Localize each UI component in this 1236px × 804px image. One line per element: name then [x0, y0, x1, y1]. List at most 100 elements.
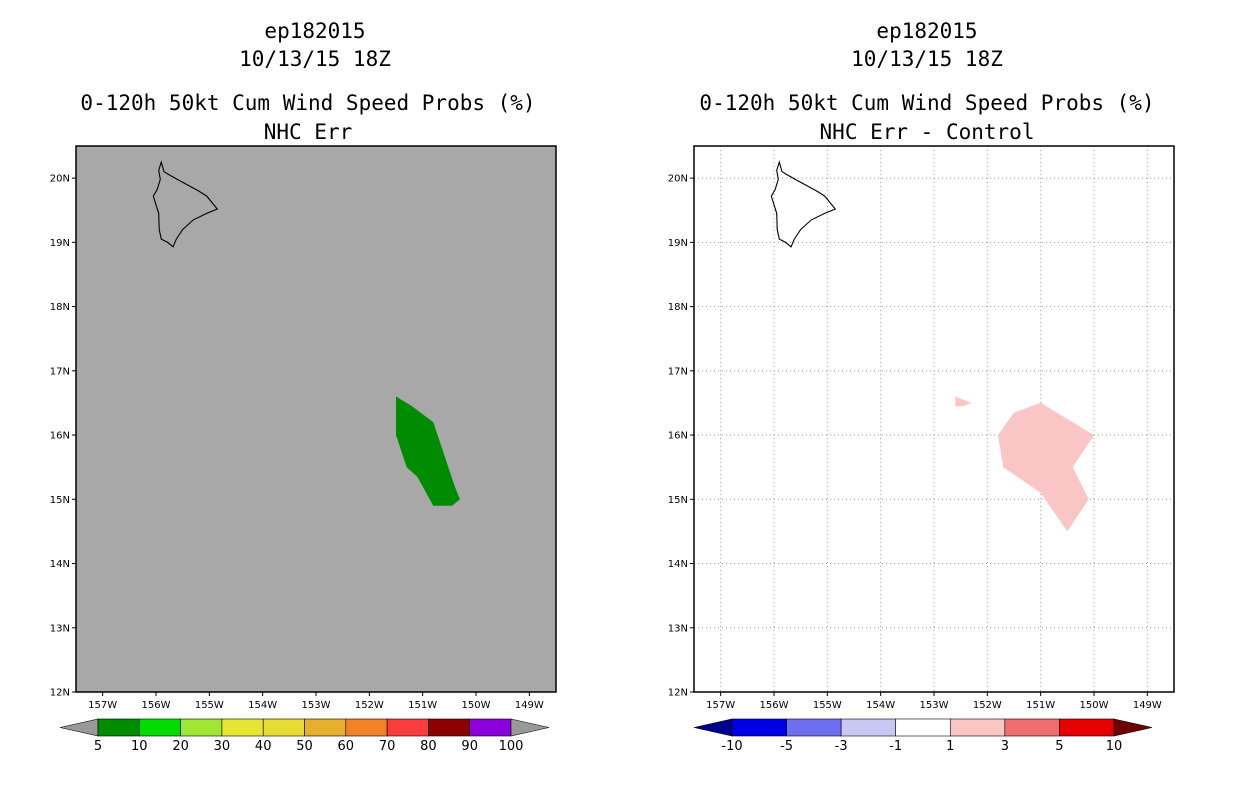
y-tick-label: 13N — [50, 623, 70, 634]
colorbar-swatch — [1059, 718, 1115, 737]
panel-right-title-line2: 10/13/15 18Z — [851, 47, 1003, 71]
colorbar-label: -5 — [780, 739, 793, 754]
probability-region — [955, 396, 972, 407]
y-tick-label: 13N — [668, 623, 688, 634]
colorbar-label: 30 — [214, 739, 231, 754]
colorbar-label: 3 — [1001, 739, 1009, 754]
colorbar-label: 10 — [1106, 739, 1123, 754]
colorbar-arrow-right — [510, 718, 550, 737]
coastline-big-island-right — [770, 160, 837, 248]
colorbar-arrow-left — [59, 718, 99, 737]
x-tick-label: 149W — [1133, 700, 1162, 711]
y-tick-label: 18N — [50, 302, 70, 313]
x-tick-label: 155W — [195, 700, 224, 711]
colorbar-swatch — [139, 718, 181, 737]
colorbar-swatch — [895, 718, 951, 737]
colorbar-swatch — [469, 718, 512, 737]
y-tick-label: 16N — [50, 431, 70, 442]
x-tick-label: 152W — [973, 700, 1002, 711]
filled-regions-right — [955, 396, 1094, 532]
colorbar-arrow-right — [1113, 718, 1153, 737]
x-tick-label: 150W — [1080, 700, 1109, 711]
colorbar-swatch — [97, 718, 140, 737]
panel-left-title-line1: ep182015 — [264, 19, 365, 43]
x-tick-label: 153W — [920, 700, 949, 711]
probability-region — [396, 396, 460, 506]
colorbar-swatch — [731, 718, 787, 737]
colorbar-swatch — [1004, 718, 1060, 737]
colorbar-label: 70 — [379, 739, 396, 754]
colorbar-label: 5 — [94, 739, 102, 754]
y-tick-label: 12N — [50, 688, 70, 699]
colorbar-swatch — [221, 718, 264, 737]
x-tick-label: 155W — [813, 700, 842, 711]
panel-right-title-line4: NHC Err - Control — [820, 120, 1035, 144]
panel-left-title-line4: NHC Err — [264, 120, 353, 144]
panel-left-title-line2: 10/13/15 18Z — [239, 47, 391, 71]
x-tick-label: 150W — [462, 700, 491, 711]
y-tick-label: 19N — [668, 238, 688, 249]
y-tick-label: 12N — [668, 688, 688, 699]
colorbar-label: 100 — [499, 739, 524, 754]
x-tick-label: 151W — [408, 700, 437, 711]
colorbar-swatch — [786, 718, 842, 737]
filled-regions-left — [396, 396, 460, 506]
coastline-big-island-left — [152, 160, 219, 248]
x-tick-label: 153W — [302, 700, 331, 711]
x-axis-right: 157W 156W 155W 154W 153W 152W 151W 150W 149W — [706, 692, 1162, 711]
panel-left-title-line3: 0-120h 50kt Cum Wind Speed Probs (%) — [80, 91, 535, 115]
x-tick-label: 154W — [248, 700, 277, 711]
colorbar-label: -10 — [721, 739, 742, 754]
colorbar-left: 5 10 20 30 40 50 60 70 80 90 100 — [59, 718, 550, 754]
x-tick-label: 152W — [355, 700, 384, 711]
y-tick-label: 16N — [668, 431, 688, 442]
colorbar-swatch — [428, 718, 470, 737]
colorbar-swatch — [345, 718, 388, 737]
y-tick-label: 15N — [668, 495, 688, 506]
colorbar-label: 5 — [1055, 739, 1063, 754]
colorbar-label: 1 — [946, 739, 954, 754]
colorbar-label: 60 — [338, 739, 355, 754]
colorbar-label: 10 — [131, 739, 148, 754]
colorbar-swatch — [840, 718, 897, 737]
y-axis-right: 12N 13N 14N 15N 16N 17N 18N 19N 20N — [668, 174, 694, 699]
y-tick-label: 17N — [50, 366, 70, 377]
colorbar-right: -10 -5 -3 -1 1 3 5 10 — [693, 718, 1153, 754]
colorbar-label: 90 — [461, 739, 478, 754]
y-tick-label: 18N — [668, 302, 688, 313]
y-axis-left: 12N 13N 14N 15N 16N 17N 18N 19N 20N — [50, 174, 76, 699]
probability-region — [998, 402, 1094, 532]
colorbar-arrow-left — [693, 718, 733, 737]
x-tick-label: 157W — [88, 700, 117, 711]
colorbar-label: 50 — [296, 739, 313, 754]
y-tick-label: 20N — [50, 174, 70, 185]
colorbar-swatch — [949, 718, 1006, 737]
colorbar-label: -3 — [835, 739, 848, 754]
colorbar-swatch — [304, 718, 347, 737]
y-tick-label: 17N — [668, 366, 688, 377]
y-tick-label: 14N — [668, 559, 688, 570]
colorbar-label: 40 — [255, 739, 272, 754]
panel-right-title-line1: ep182015 — [876, 19, 977, 43]
colorbar-swatch — [262, 718, 305, 737]
x-tick-label: 154W — [866, 700, 895, 711]
colorbar-label: -1 — [889, 739, 902, 754]
y-tick-label: 20N — [668, 174, 688, 185]
colorbar-swatch — [180, 718, 223, 737]
panel-right: ep182015 10/13/15 18Z 0-120h 50kt Cum Wi… — [668, 19, 1175, 754]
plot-area-left — [76, 146, 556, 692]
y-tick-label: 14N — [50, 559, 70, 570]
colorbar-swatch — [386, 718, 429, 737]
x-tick-label: 157W — [706, 700, 735, 711]
x-tick-label: 151W — [1026, 700, 1055, 711]
x-axis-left: 157W 156W 155W 154W 153W 152W 151W 150W 149W — [88, 692, 544, 711]
x-tick-label: 156W — [142, 700, 171, 711]
y-tick-label: 19N — [50, 238, 70, 249]
y-tick-label: 15N — [50, 495, 70, 506]
x-tick-label: 149W — [515, 700, 544, 711]
x-tick-label: 156W — [760, 700, 789, 711]
colorbar-label: 20 — [172, 739, 189, 754]
panel-left: ep182015 10/13/15 18Z 0-120h 50kt Cum Wi… — [50, 19, 557, 754]
colorbar-label: 80 — [420, 739, 437, 754]
